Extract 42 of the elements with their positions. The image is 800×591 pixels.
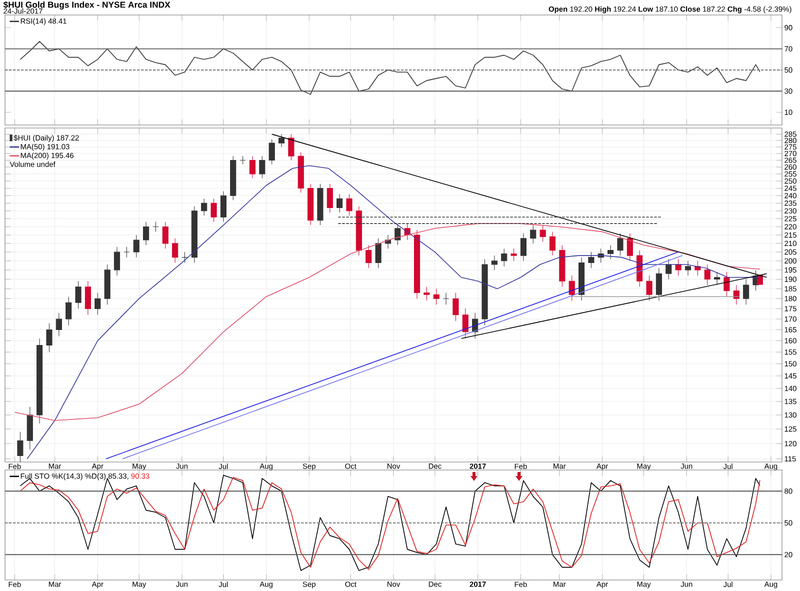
candlestick [443,292,450,305]
candlestick [510,248,517,262]
candlestick [684,260,692,276]
candlestick [626,233,633,262]
candlestick [308,184,314,226]
line-series [14,223,760,421]
candlestick [114,246,120,276]
candlestick [743,278,750,305]
candlestick [491,255,498,270]
candlestick [336,194,343,213]
candlestick [559,244,566,288]
candlestick [530,224,536,244]
line-series [20,41,760,95]
candlestick [36,338,43,424]
candlestick [56,312,62,337]
candlestick [278,134,285,148]
candlestick [210,198,217,222]
candlestick [220,190,226,222]
candlestick [172,238,178,263]
candlestick [75,280,82,309]
candlestick [578,257,585,301]
candlestick [201,198,208,216]
candlestick [520,233,527,262]
candlestick [84,280,91,316]
candlestick [249,156,256,178]
candlestick [714,272,720,286]
candlestick [142,222,150,246]
candlestick [346,194,352,216]
candlestick [152,222,159,232]
candlestick [433,288,440,305]
candlestick [501,248,508,267]
candlestick [608,244,614,260]
candlestick [549,231,556,256]
candlestick [162,222,168,249]
candlestick [452,292,459,322]
candlestick [94,292,101,316]
candlestick [414,230,420,299]
candlestick [656,268,662,301]
candlestick [356,206,362,256]
candlestick [268,138,275,165]
candlestick [424,286,430,301]
candlestick [66,296,72,326]
